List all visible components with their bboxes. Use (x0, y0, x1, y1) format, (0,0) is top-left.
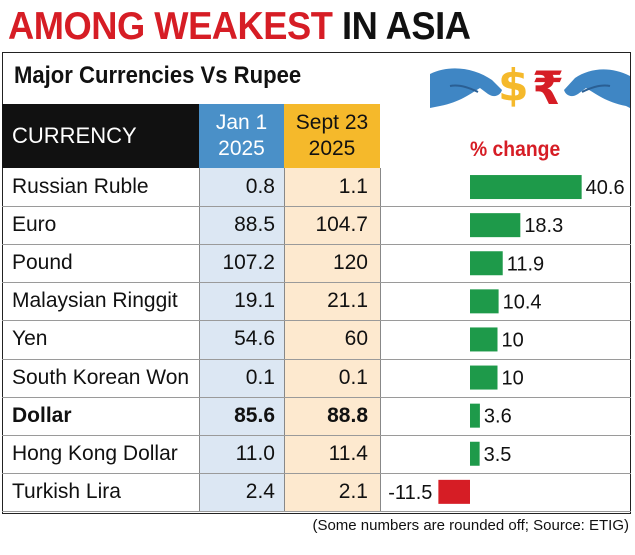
currency-name: Russian Ruble (12, 175, 149, 198)
row-divider (2, 472, 631, 474)
svg-text:$: $ (498, 60, 529, 111)
currency-name: South Korean Won (12, 365, 190, 389)
sept-value: 88.8 (327, 403, 368, 427)
header-jan-line1: Jan 1 (215, 111, 268, 134)
jan-value: 85.6 (234, 403, 275, 427)
column-divider (380, 168, 381, 511)
jan-value: 11.0 (235, 441, 275, 465)
pct-change-bar (470, 441, 480, 466)
jan-value: 0.1 (245, 365, 275, 389)
currency-name: Malaysian Ringgit (12, 289, 178, 313)
pct-change-value-label: 3.5 (484, 444, 512, 466)
jan-value: 88.5 (234, 213, 275, 237)
hands-holding-dollar-and-rupee-icon: $ ₹ (430, 60, 630, 115)
row-divider (2, 434, 631, 436)
currency-name: Turkish Lira (12, 479, 121, 503)
headline-part2: IN ASIA (342, 5, 471, 48)
jan-value: 107.2 (222, 251, 275, 275)
header-jan-line2: 2025 (218, 137, 265, 160)
pct-change-value-label: 10 (502, 329, 524, 351)
row-divider (2, 282, 631, 284)
currency-name: Euro (12, 213, 57, 237)
pct-change-bar (470, 403, 480, 428)
pct-change-bar (470, 251, 503, 276)
pct-change-label: % change (470, 138, 561, 161)
header-currency: CURRENCY (2, 104, 199, 168)
pct-change-bar (470, 289, 499, 314)
header-sept-line2: 2025 (308, 137, 356, 160)
row-divider (2, 320, 631, 322)
row-divider (2, 244, 631, 246)
sept-value: 2.1 (338, 479, 368, 503)
pct-change-bar (470, 365, 498, 390)
pct-change-bar (470, 213, 521, 238)
pct-change-value-label: 11.9 (507, 253, 544, 275)
sept-value: 1.1 (338, 175, 368, 198)
currency-name: Pound (12, 251, 73, 275)
chart-subtitle: Major Currencies Vs Rupee (14, 62, 302, 89)
header-jan: Jan 1 2025 (199, 104, 284, 168)
pct-change-bar (470, 175, 582, 200)
headline-part1: AMONG WEAKEST (8, 5, 333, 48)
jan-value: 2.4 (245, 479, 275, 503)
source-note: (Some numbers are rounded off; Source: E… (312, 517, 629, 534)
sept-column-background (284, 168, 380, 511)
pct-change-value-label: 10.4 (503, 291, 542, 313)
pct-change-value-label: -11.5 (388, 482, 432, 504)
sept-value: 120 (332, 251, 368, 275)
currency-name: Hong Kong Dollar (12, 441, 178, 465)
currency-name: Yen (12, 327, 48, 351)
headline: AMONG WEAKEST IN ASIA (8, 2, 471, 52)
row-divider (2, 358, 631, 360)
header-sept: Sept 23 2025 (284, 104, 380, 168)
column-divider (284, 168, 285, 511)
pct-change-value-label: 10 (502, 368, 524, 390)
row-divider (2, 206, 631, 208)
sept-value: 60 (344, 327, 368, 351)
column-divider (199, 168, 200, 511)
jan-value: 19.1 (234, 289, 275, 313)
pct-change-value-label: 3.6 (484, 406, 512, 428)
row-divider (2, 396, 631, 398)
svg-text:₹: ₹ (532, 61, 564, 115)
sept-value: 21.1 (327, 289, 368, 313)
header-sept-line1: Sept 23 (295, 111, 369, 134)
pct-change-value-label: 18.3 (524, 215, 563, 237)
sept-value: 0.1 (338, 365, 368, 389)
currency-name: Dollar (12, 403, 72, 427)
pct-change-bar (470, 327, 498, 352)
jan-value: 54.6 (234, 327, 275, 351)
sept-value: 11.4 (328, 441, 368, 465)
pct-change-value-label: 40.6 (586, 177, 625, 199)
pct-change-bar (438, 479, 470, 504)
sept-value: 104.7 (315, 213, 368, 237)
jan-column-background (199, 168, 284, 511)
jan-value: 0.8 (245, 175, 275, 198)
row-divider (2, 510, 631, 512)
